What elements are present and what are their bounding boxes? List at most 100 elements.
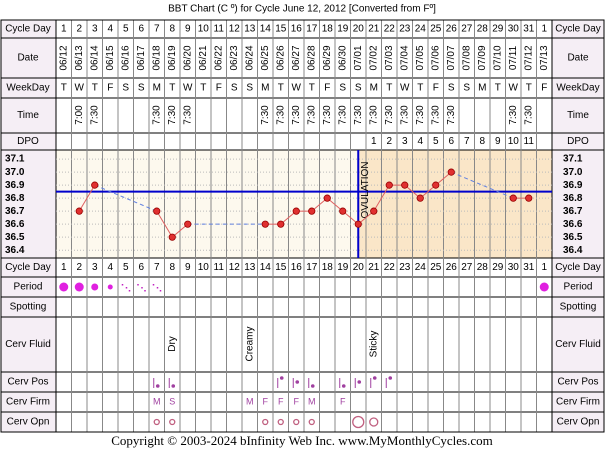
weekday: S (138, 83, 145, 94)
date: 06/28 (306, 45, 317, 70)
row-label: Cerv Pos (557, 377, 598, 388)
period-mark (59, 282, 69, 292)
period-mark (74, 282, 84, 292)
ovulation-label: OVULATION (360, 161, 371, 218)
weekday: F (216, 83, 222, 94)
cycle-day: 14 (260, 24, 272, 35)
cycle-day: 29 (492, 262, 504, 273)
weekday: M (370, 83, 378, 94)
cycle-day: 21 (368, 24, 380, 35)
temp-point (292, 207, 300, 215)
cycle-day: 24 (415, 262, 427, 273)
row-label: Cerv Pos (7, 377, 48, 388)
cerv-opn-mark (352, 415, 365, 429)
temp-point (153, 207, 161, 215)
cerv-firm: M (308, 396, 316, 406)
temp-point (168, 233, 176, 241)
time: 7:30 (337, 105, 348, 125)
date: 07/09 (477, 45, 488, 70)
y-tick-label: 37.1 (5, 154, 25, 165)
cerv-fluid: Creamy (244, 326, 255, 361)
cycle-day: 3 (92, 262, 98, 273)
weekday: S (231, 83, 238, 94)
date: 06/18 (151, 45, 162, 70)
row-label: Cycle Day (5, 262, 51, 273)
row-label: Cycle Day (5, 24, 51, 35)
row-label: DPO (17, 136, 39, 147)
cerv-pos-mark (171, 384, 176, 388)
weekday: T (526, 83, 532, 94)
period-mark (539, 282, 549, 292)
cerv-firm: M (153, 396, 161, 406)
cycle-day: 31 (523, 24, 535, 35)
cycle-day: 25 (430, 262, 442, 273)
date: 06/25 (260, 45, 271, 70)
date: 07/12 (523, 45, 534, 70)
cycle-day: 17 (306, 262, 318, 273)
period-mark (152, 284, 162, 292)
cycle-day: 20 (353, 24, 365, 35)
date: 06/23 (229, 45, 240, 70)
dpo: 2 (386, 136, 392, 147)
cerv-firm: M (246, 396, 254, 406)
cerv-pos-mark (357, 380, 362, 384)
weekday: T (92, 83, 98, 94)
cerv-opn-mark (169, 418, 176, 426)
y-tick-label: 37.1 (563, 154, 583, 165)
date: 06/17 (136, 45, 147, 70)
temp-point (339, 207, 347, 215)
temp-point (509, 194, 517, 202)
weekday: W (509, 83, 519, 94)
row-label: Period (14, 282, 43, 293)
row-label: Cerv Firm (6, 397, 50, 408)
cycle-day: 21 (368, 262, 380, 273)
cerv-fluid: Sticky (368, 331, 379, 358)
cycle-day: 24 (415, 24, 427, 35)
dpo: 11 (524, 136, 535, 147)
date: 07/04 (399, 45, 410, 70)
cycle-day: 18 (322, 262, 334, 273)
weekday: S (355, 83, 362, 94)
y-tick-label: 36.6 (5, 219, 25, 230)
y-tick-label: 36.5 (563, 232, 583, 243)
y-tick-label: 36.4 (5, 245, 25, 256)
dpo: 1 (371, 136, 377, 147)
date: 07/05 (415, 45, 426, 70)
weekday: S (463, 83, 470, 94)
weekday: T (309, 83, 315, 94)
time: 7:30 (446, 105, 457, 125)
y-tick-label: 37.0 (5, 167, 25, 178)
cerv-opn-mark (293, 418, 300, 426)
date: 07/01 (353, 45, 364, 70)
weekday: F (433, 83, 439, 94)
weekday: M (261, 83, 269, 94)
y-tick-label: 36.4 (563, 245, 583, 256)
cerv-pos-mark (372, 376, 377, 380)
date: 06/19 (167, 45, 178, 70)
row-label: Cerv Fluid (555, 339, 601, 350)
date: 06/22 (213, 45, 224, 70)
cerv-opn-mark (308, 418, 315, 426)
cycle-day: 17 (306, 24, 318, 35)
weekday: W (75, 83, 85, 94)
weekday: S (246, 83, 253, 94)
y-tick-label: 37.0 (563, 167, 583, 178)
cycle-day: 16 (291, 24, 303, 35)
weekday: T (200, 83, 206, 94)
temp-point (261, 220, 269, 228)
date: 06/15 (105, 45, 116, 70)
cycle-day: 27 (461, 24, 473, 35)
cerv-pos-mark (310, 384, 315, 388)
cerv-opn-mark (262, 418, 269, 426)
cerv-opn-mark (369, 417, 379, 427)
row-label: Date (17, 53, 39, 64)
row-label: Spotting (10, 302, 47, 313)
cycle-day: 11 (214, 24, 225, 35)
dpo: 3 (402, 136, 408, 147)
temp-point (370, 207, 378, 215)
cycle-day: 6 (138, 24, 144, 35)
date: 07/03 (384, 45, 395, 70)
temp-point (184, 220, 192, 228)
temp-point (385, 181, 393, 189)
temp-connector (373, 184, 390, 212)
